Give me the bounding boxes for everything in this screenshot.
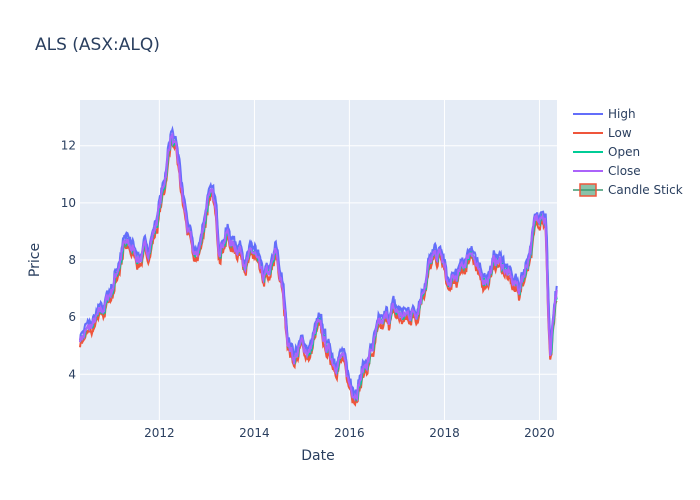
y-axis-title: Price xyxy=(27,243,43,277)
legend[interactable]: High Low Open Close Candle Stick xyxy=(573,107,683,197)
legend-label: Open xyxy=(608,145,640,159)
series-close-line xyxy=(79,131,558,402)
x-tick-label: 2014 xyxy=(239,426,270,440)
y-tick-label: 4 xyxy=(68,367,76,381)
y-tick-label: 12 xyxy=(61,139,76,153)
legend-item-open[interactable]: Open xyxy=(573,145,640,159)
x-tick-label: 2018 xyxy=(429,426,460,440)
legend-candle-icon xyxy=(579,183,597,197)
x-tick-label: 2012 xyxy=(144,426,175,440)
legend-item-high[interactable]: High xyxy=(573,107,636,121)
y-axis-ticks: 4 6 8 10 12 xyxy=(61,139,76,382)
legend-label: High xyxy=(608,107,636,121)
series-layer xyxy=(79,125,558,407)
x-tick-label: 2016 xyxy=(334,426,365,440)
y-tick-label: 10 xyxy=(61,196,76,210)
legend-label: Candle Stick xyxy=(608,183,683,197)
chart-title: ALS (ASX:ALQ) xyxy=(35,35,160,55)
legend-label: Close xyxy=(608,164,641,178)
legend-item-close[interactable]: Close xyxy=(573,164,641,178)
y-tick-label: 6 xyxy=(68,310,76,324)
legend-item-candle-stick[interactable]: Candle Stick xyxy=(573,183,683,197)
x-tick-label: 2020 xyxy=(524,426,555,440)
y-tick-label: 8 xyxy=(68,253,76,267)
legend-label: Low xyxy=(608,126,632,140)
legend-item-low[interactable]: Low xyxy=(573,126,632,140)
x-axis-title: Date xyxy=(301,448,334,464)
x-axis-ticks: 2012 2014 2016 2018 2020 xyxy=(144,426,555,440)
